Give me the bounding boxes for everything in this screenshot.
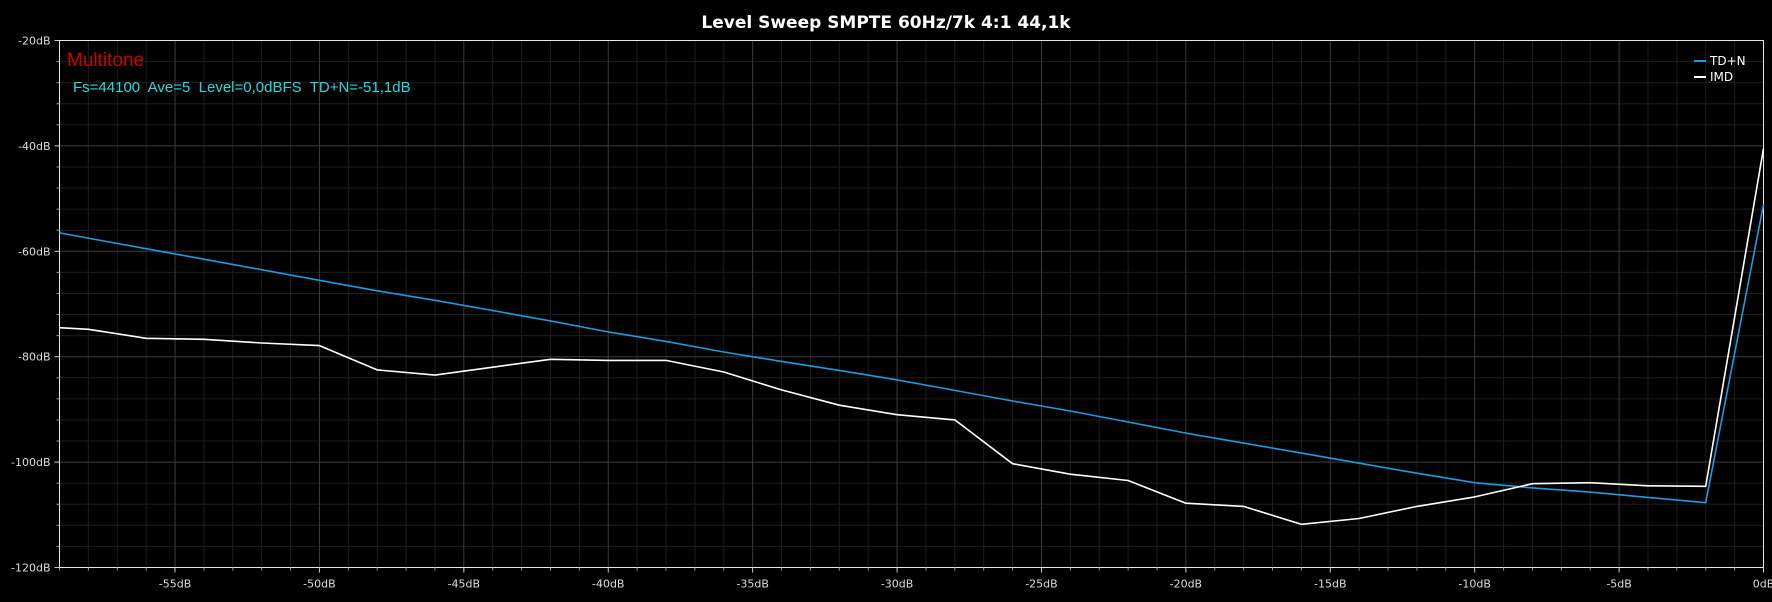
y-tick-label: -60dB xyxy=(18,245,51,258)
y-tick-label: -20dB xyxy=(18,35,51,48)
x-tick-label: -20dB xyxy=(1170,578,1203,591)
series-layer xyxy=(59,148,1765,526)
y-tick-label: -80dB xyxy=(18,351,51,364)
y-tick-label: -100dB xyxy=(11,456,51,469)
x-tick-label: 0dB xyxy=(1753,578,1772,591)
legend-label-td-n: TD+N xyxy=(1709,54,1746,68)
axis-ticks: -55dB -50dB -45dB -40dB -35dB -30dB -25dB -20dB… xyxy=(11,35,1772,591)
series-line-imd xyxy=(59,148,1765,526)
x-tick-label: -5dB xyxy=(1606,578,1632,591)
y-tick-label: -40dB xyxy=(18,140,51,153)
x-tick-label: -30dB xyxy=(881,578,914,591)
measurement-info: Fs=44100 Ave=5 Level=0,0dBFS TD+N=-51,1d… xyxy=(73,79,411,96)
minor-grid xyxy=(59,40,1764,568)
y-tick-label: -120dB xyxy=(11,562,51,575)
x-tick-label: -10dB xyxy=(1458,578,1491,591)
brand-label: Multitone xyxy=(67,50,144,71)
x-tick-label: -25dB xyxy=(1025,578,1058,591)
plot-frame xyxy=(59,40,1764,568)
x-tick-label: -35dB xyxy=(736,578,769,591)
x-tick-label: -55dB xyxy=(159,578,192,591)
x-tick-label: -40dB xyxy=(592,578,625,591)
legend: TD+N IMD xyxy=(1694,54,1746,84)
chart-title: Level Sweep SMPTE 60Hz/7k 4:1 44,1k xyxy=(701,13,1071,33)
x-tick-label: -50dB xyxy=(303,578,336,591)
series-line-td-n xyxy=(59,204,1765,504)
x-tick-label: -15dB xyxy=(1314,578,1347,591)
legend-label-imd: IMD xyxy=(1710,70,1733,84)
x-tick-label: -45dB xyxy=(448,578,481,591)
